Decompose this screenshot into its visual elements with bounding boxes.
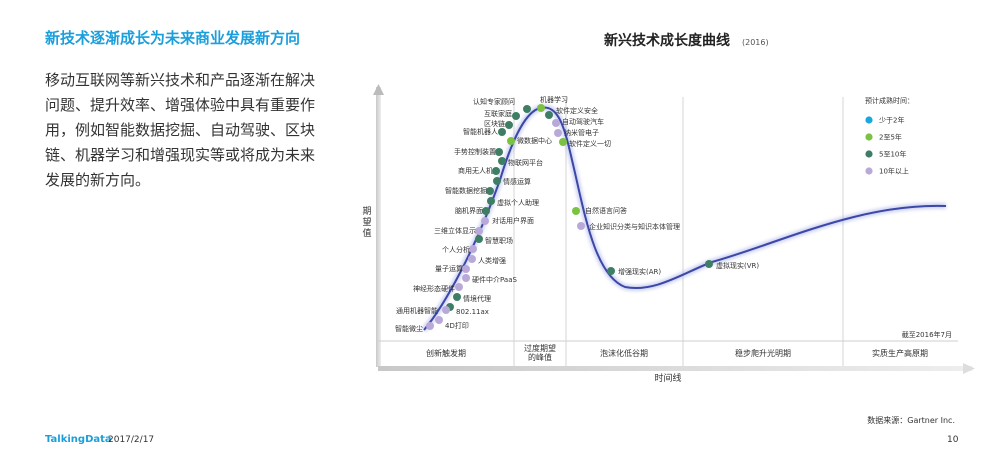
tech-label-5: 自动驾驶汽车 [562,117,604,126]
tech-point-10 [559,138,567,146]
phase-label-3: 泡沫化低谷期 [600,348,648,358]
tech-point-24 [468,255,476,263]
tech-point-13 [492,167,500,175]
tech-point-12 [498,157,506,165]
legend-swatch-3 [865,150,873,158]
tech-label-32: 智能微尘 [395,324,423,333]
tech-point-23 [469,245,477,253]
slide-headline: 新技术逐渐成长为未来商业发展新方向 [45,29,301,47]
tech-label-21: 三维立体显示 [434,226,476,235]
footer-date: 2017/2/17 [108,435,155,445]
tech-label-22: 智慧职场 [485,236,513,245]
legend-label-2: 2至5年 [879,133,902,142]
tech-label-16: 虚拟个人助理 [497,198,539,207]
y-axis-label: 期望值 [362,206,371,239]
phase-label-1: 创新触发期 [426,348,466,358]
tech-point-7 [507,137,515,145]
phase-label-2: 过度期望的峰值 [524,343,556,362]
tech-label-2: 机器学习 [540,95,568,104]
tech-point-26 [462,274,470,282]
tech-point-16 [487,197,495,205]
tech-label-23: 个人分析 [442,245,470,254]
tech-label-27: 神经形态硬件 [413,284,455,293]
tech-label-26: 硬件中介PaaS [472,275,517,284]
tech-label-24: 人类增强 [478,256,506,265]
tech-label-28: 情境代理 [463,294,491,303]
tech-point-19 [572,207,580,215]
x-axis-arrow [963,363,975,374]
tech-point-1 [523,105,531,113]
phase-label-4: 稳步爬升光明期 [735,348,791,358]
tech-point-2 [537,104,545,112]
tech-point-31 [435,316,443,324]
tech-label-1: 认知专家顾问 [473,97,515,106]
tech-label-3: 软件定义安全 [556,106,598,115]
tech-point-25 [462,265,470,273]
tech-point-21 [475,227,483,235]
legend-title: 预计成熟时间： [865,96,914,105]
tech-point-32 [426,322,434,330]
tech-label-6: 区块链 [484,119,505,128]
tech-point-8 [498,128,506,136]
tech-point-11 [495,148,503,156]
tech-label-11: 手势控制装置 [454,147,496,156]
x-axis-label: 时间线 [654,372,681,384]
tech-label-17: 脑机界面 [455,206,483,215]
tech-label-14: 情感运算 [503,177,531,186]
tech-label-7: 微数据中心 [517,136,552,145]
tech-label-13: 商用无人机 [458,166,493,175]
tech-label-10: 软件定义一切 [569,139,611,148]
as-of-note: 截至2016年7月 [902,330,952,339]
legend-swatch-4 [865,167,873,175]
tech-label-29: 802.11ax [456,308,489,316]
phase-label-5: 实质生产高原期 [872,348,928,358]
tech-point-9 [554,129,562,137]
tech-point-6 [505,121,513,129]
footer-brand: TalkingData [45,434,112,445]
legend-label-4: 10年以上 [879,167,909,176]
hype-curve [423,106,947,331]
tech-point-17 [482,207,490,215]
tech-point-15 [486,187,494,195]
tech-label-25: 量子运算 [435,264,463,273]
tech-point-22 [475,235,483,243]
tech-label-33: 增强现实(AR) [618,267,661,276]
tech-point-27 [455,283,463,291]
tech-point-18 [481,217,489,225]
page-number: 10 [947,435,959,445]
chart-title: 新兴技术成长度曲线 [604,32,730,49]
tech-point-30 [442,306,450,314]
tech-point-5 [552,119,560,127]
slide-body-text: 移动互联网等新兴技术和产品逐渐在解决问题、提升效率、增强体验中具有重要作用，例如… [45,71,316,189]
tech-point-34 [705,260,713,268]
tech-label-12: 物联网平台 [508,158,543,167]
legend-swatch-1 [865,116,873,124]
tech-point-4 [512,112,520,120]
source-note: 数据来源：Gartner Inc. [867,415,955,425]
tech-label-20: 企业知识分类与知识本体管理 [589,222,680,231]
tech-label-15: 智能数据挖掘 [445,186,487,195]
tech-label-9: 纳米管电子 [564,128,599,137]
tech-label-8: 智能机器人 [463,127,498,136]
tech-point-20 [577,222,585,230]
tech-point-14 [493,177,501,185]
legend-label-1: 少于2年 [879,116,904,125]
tech-label-18: 对话用户界面 [492,216,534,225]
x-axis [378,366,972,371]
legend-label-3: 5至10年 [879,150,906,159]
legend-swatch-2 [865,133,873,141]
tech-point-3 [545,111,553,119]
tech-label-30: 通用机器智能 [396,306,438,315]
tech-point-33 [607,267,615,275]
tech-label-19: 自然语言问答 [585,206,627,215]
y-axis-arrow [373,84,384,95]
tech-point-28 [453,293,461,301]
y-axis [376,87,381,367]
tech-label-4: 互联家庭 [484,109,512,118]
chart-title-year: (2016) [742,38,769,47]
tech-label-31: 4D打印 [445,321,469,330]
tech-label-34: 虚拟现实(VR) [716,261,759,270]
